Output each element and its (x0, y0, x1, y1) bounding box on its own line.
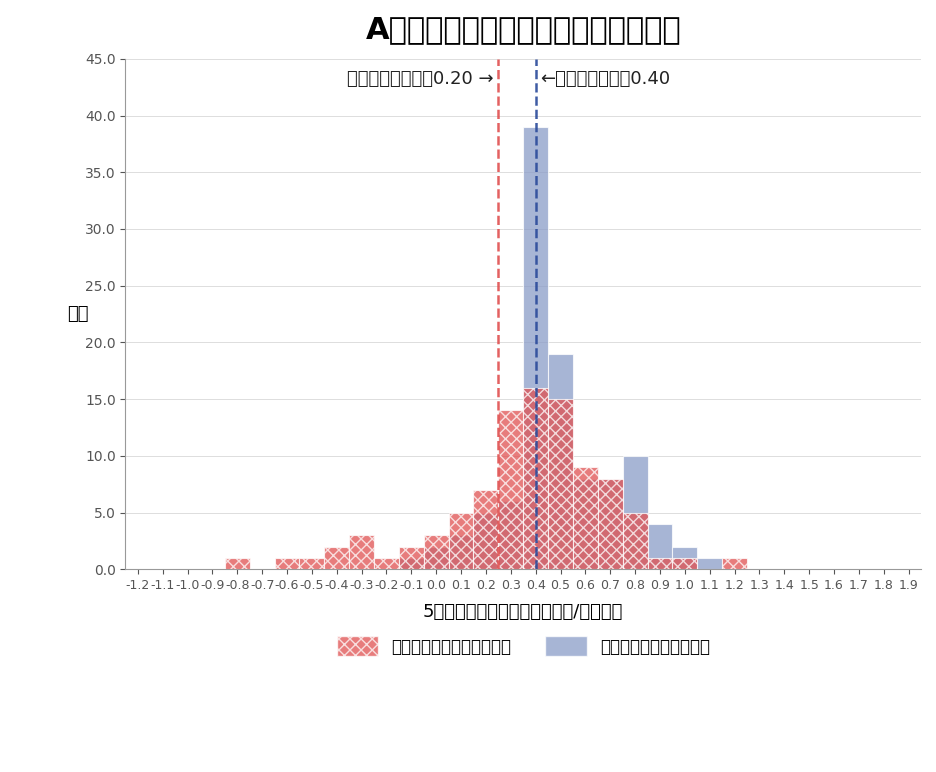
Bar (399, 547, 424, 569)
Bar (573, 467, 598, 569)
Bar (498, 411, 523, 569)
Bar (622, 513, 648, 569)
Bar (672, 558, 697, 569)
Bar (648, 524, 672, 569)
Bar (325, 547, 349, 569)
Bar (548, 399, 573, 569)
Bar (448, 513, 474, 569)
Bar (672, 547, 697, 569)
Bar (573, 479, 598, 569)
Bar (474, 513, 498, 569)
Bar (424, 535, 448, 569)
Legend: アクティブ（信報控除後）, パッシブ（信報控除後）: アクティブ（信報控除後）, パッシブ（信報控除後） (329, 629, 717, 663)
X-axis label: 5年シャープレシオ（リターン/リスク）: 5年シャープレシオ（リターン/リスク） (423, 603, 623, 621)
Bar (648, 558, 672, 569)
Bar (523, 127, 548, 569)
Bar (274, 558, 300, 569)
Title: A．信託報酬控除後のシャープレシオ: A．信託報酬控除後のシャープレシオ (365, 15, 681, 44)
Bar (548, 354, 573, 569)
Text: ←パッシブ平均：0.40: ←パッシブ平均：0.40 (541, 70, 671, 88)
Bar (598, 479, 622, 569)
Bar (225, 558, 250, 569)
Bar (374, 558, 399, 569)
Bar (474, 490, 498, 569)
Bar (424, 547, 448, 569)
Bar (300, 558, 325, 569)
Bar (498, 501, 523, 569)
Bar (722, 558, 747, 569)
Bar (523, 388, 548, 569)
Bar (598, 479, 622, 569)
Bar (697, 558, 722, 569)
Y-axis label: 頻度: 頻度 (67, 305, 88, 323)
Bar (448, 535, 474, 569)
Bar (622, 455, 648, 569)
Bar (349, 535, 374, 569)
Bar (399, 558, 424, 569)
Text: アクティブ平均：0.20 →: アクティブ平均：0.20 → (346, 70, 493, 88)
